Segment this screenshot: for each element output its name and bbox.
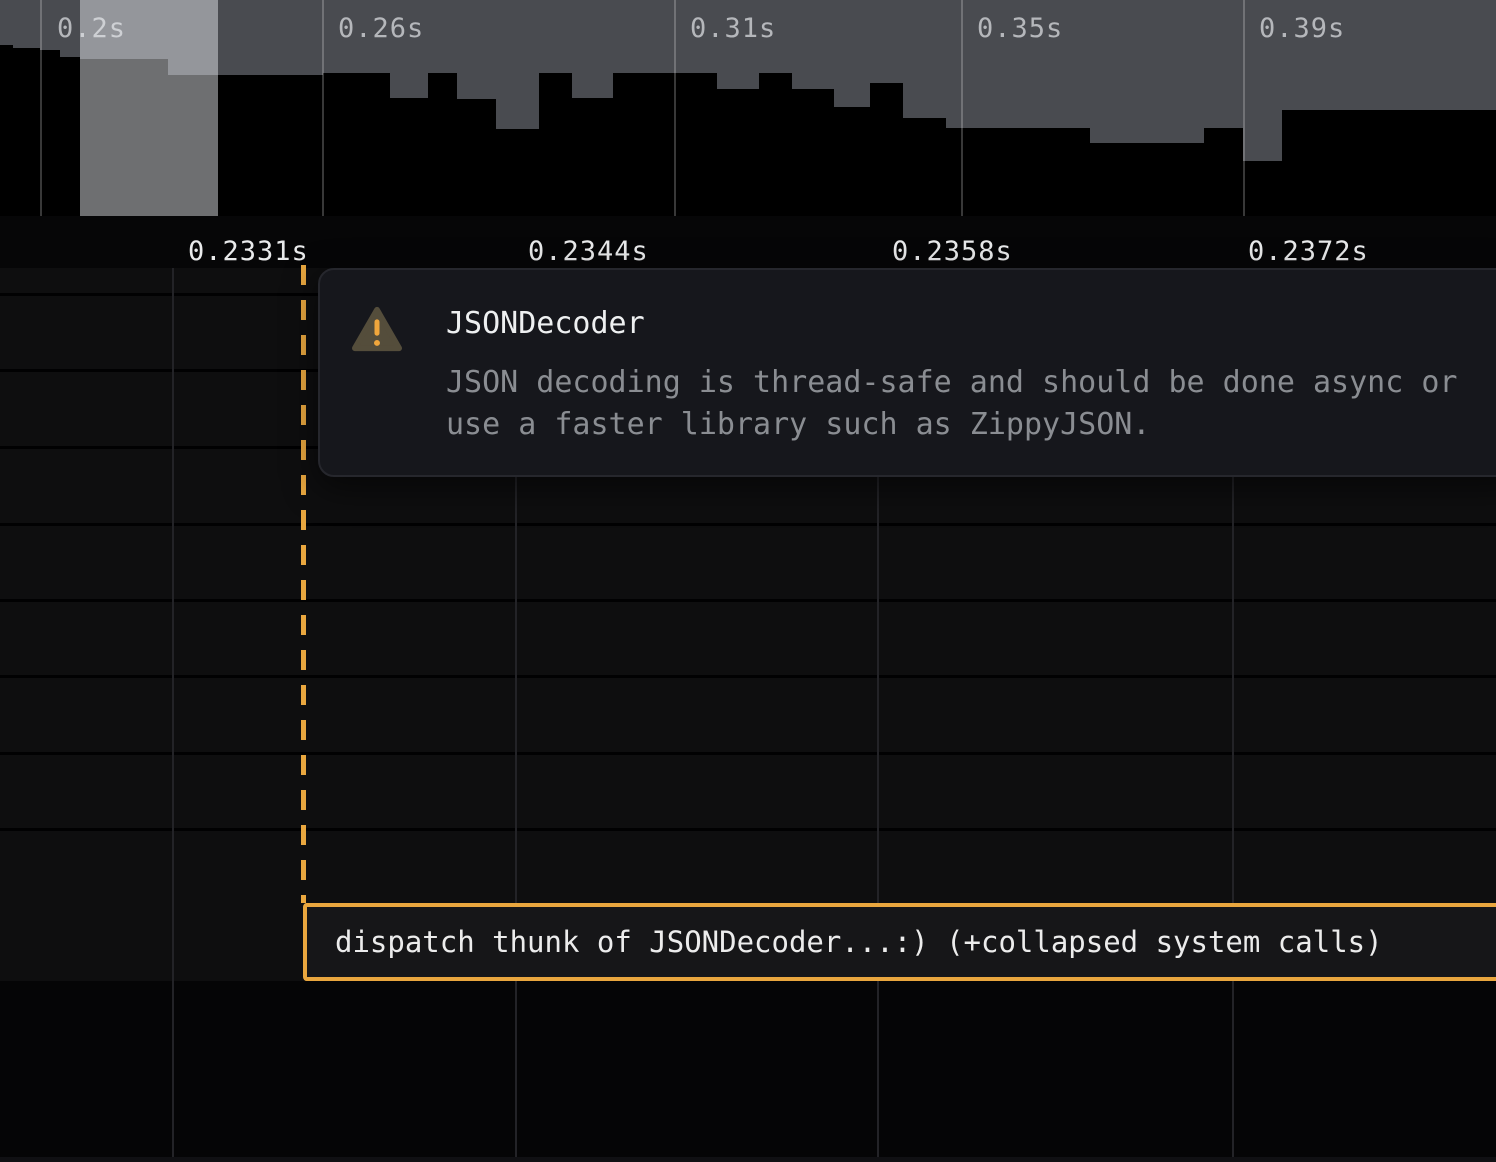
timeline-label: 0.2358s (892, 236, 1013, 267)
minimap-column (168, 75, 218, 216)
minimap-column (1243, 161, 1282, 216)
minimap-column (60, 57, 80, 216)
minimap-time-label: 0.35s (977, 13, 1064, 44)
minimap-column (218, 75, 323, 216)
row-separator (0, 675, 1496, 678)
minimap-time-label: 0.26s (338, 13, 425, 44)
minimap-column (946, 128, 1090, 216)
warning-triangle-icon (352, 306, 402, 352)
warning-tooltip: JSONDecoder JSON decoding is thread-safe… (318, 268, 1496, 477)
minimap-column (390, 98, 428, 216)
minimap-gridline (1243, 0, 1245, 216)
minimap-overview[interactable]: 0.2s 0.26s 0.31s 0.35s 0.39s (0, 0, 1496, 216)
chart-gridline (515, 216, 517, 1162)
row-separator (0, 523, 1496, 526)
minimap-gridline (961, 0, 963, 216)
minimap-time-label: 0.31s (690, 13, 777, 44)
selected-frame-label: dispatch thunk of JSONDecoder...:) (+col… (335, 925, 1383, 959)
chart-gridline (1232, 216, 1234, 1162)
minimap-column (80, 59, 168, 216)
minimap-column (0, 45, 13, 216)
minimap-column (613, 73, 717, 216)
selected-frame[interactable]: dispatch thunk of JSONDecoder...:) (+col… (303, 903, 1496, 981)
chart-gridline (877, 216, 879, 1162)
hover-marker-line (301, 265, 306, 903)
minimap-column (834, 107, 870, 216)
minimap-column (539, 73, 572, 216)
minimap-column (717, 89, 759, 216)
timeline-label: 0.2331s (188, 236, 309, 267)
timeline-label: 0.2372s (1248, 236, 1369, 267)
minimap-time-label: 0.2s (57, 13, 127, 44)
minimap-column (870, 83, 903, 216)
minimap-column (13, 48, 40, 216)
minimap-column (759, 73, 792, 216)
minimap-column (428, 73, 457, 216)
minimap-column (572, 98, 613, 216)
timeline-header: 0.2331s 0.2344s 0.2358s 0.2372s (0, 216, 1496, 268)
row-separator (0, 599, 1496, 602)
minimap-gridline (674, 0, 676, 216)
minimap-column (1204, 128, 1243, 216)
minimap-column (496, 129, 539, 216)
tooltip-body-line1: JSON decoding is thread-safe and should … (446, 365, 1458, 400)
tooltip-body-line2: use a faster library such as ZippyJSON. (446, 407, 1151, 442)
minimap-selection-region[interactable] (80, 0, 218, 216)
minimap-column (457, 99, 496, 216)
minimap-gridline (40, 0, 42, 216)
minimap-time-label: 0.39s (1259, 13, 1346, 44)
minimap-column (1282, 110, 1496, 216)
row-separator (0, 752, 1496, 755)
minimap-column (792, 89, 834, 216)
minimap-column (903, 118, 946, 216)
timeline-label: 0.2344s (528, 236, 649, 267)
chart-gridline (172, 216, 174, 1162)
bottom-panel-edge (0, 1157, 1496, 1162)
minimap-column (1090, 143, 1204, 216)
minimap-gridline (322, 0, 324, 216)
tooltip-body: JSON decoding is thread-safe and should … (446, 362, 1457, 446)
tooltip-title: JSONDecoder (446, 306, 645, 341)
minimap-column (40, 50, 60, 216)
minimap-column (323, 73, 390, 216)
row-separator (0, 828, 1496, 831)
